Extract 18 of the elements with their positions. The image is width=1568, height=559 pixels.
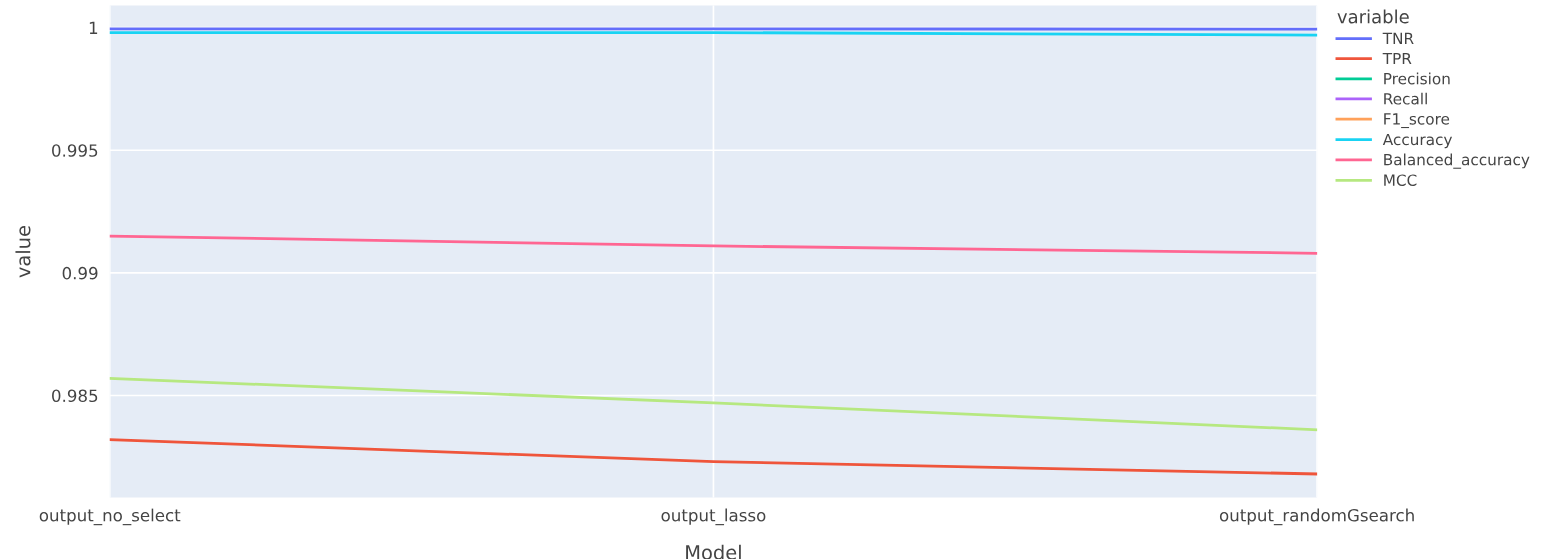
x-axis-title: Model xyxy=(686,544,741,559)
legend-label: TPR xyxy=(1382,52,1412,65)
x-tick-label: output_randomGsearch xyxy=(1219,508,1414,526)
y-axis-title: value xyxy=(15,226,31,278)
legend-label: F1_score xyxy=(1384,113,1450,129)
legend-label: TNR xyxy=(1382,32,1414,44)
y-tick-label: 0.995 xyxy=(52,144,98,157)
x-tick-label: output_lasso xyxy=(661,508,766,526)
y-tick-label: 1 xyxy=(89,21,98,34)
legend-label: MCC xyxy=(1384,174,1417,186)
legend-label: Accuracy xyxy=(1382,133,1453,149)
legend-label: Precision xyxy=(1384,72,1450,85)
legend-label: Recall xyxy=(1384,92,1427,105)
legend-label: Balanced_accuracy xyxy=(1384,153,1530,169)
y-tick-label: 0.985 xyxy=(52,389,98,403)
y-tick-label: 0.99 xyxy=(62,266,98,280)
legend-title: variable xyxy=(1337,9,1409,24)
x-tick-label: output_no_select xyxy=(39,508,181,526)
